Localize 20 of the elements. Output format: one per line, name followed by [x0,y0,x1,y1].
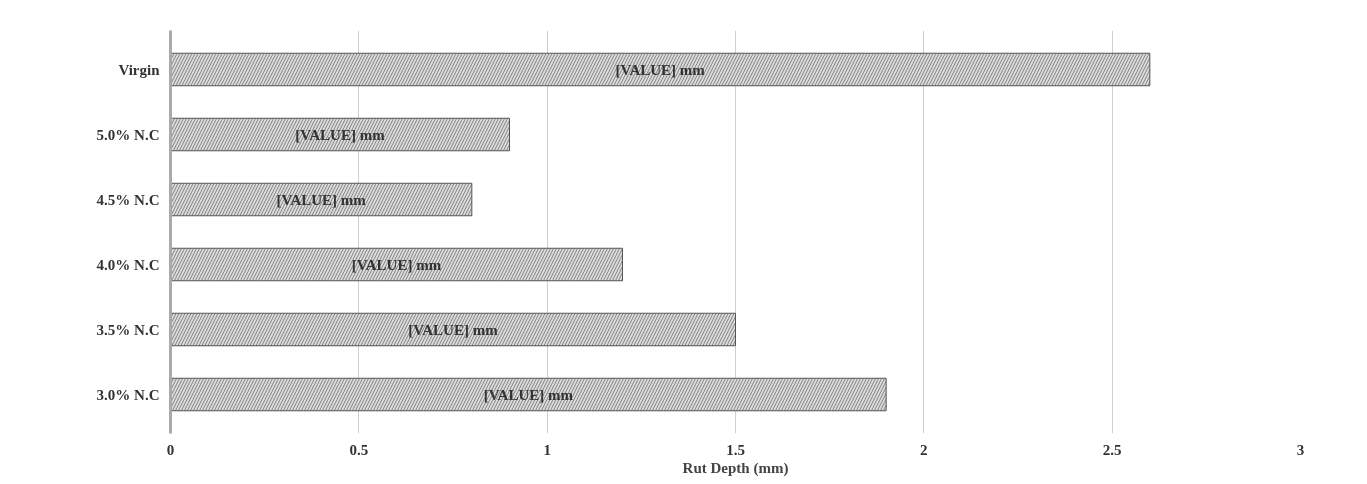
x-tick-label: 0.5 [349,441,369,458]
data-label: [VALUE] mm [615,61,706,78]
y-tick-label: 4.0% N.C [96,256,160,273]
y-tick-label: 3.0% N.C [96,386,160,403]
x-tick-label: 3 [1296,441,1305,458]
data-label: [VALUE] mm [351,256,442,273]
data-label: [VALUE] mm [276,191,367,208]
x-axis-title: Rut Depth (mm) [682,459,789,477]
x-tick-label: 1.5 [726,441,745,458]
data-label: [VALUE] mm [408,321,499,338]
data-label: [VALUE] mm [483,386,574,403]
x-tick-label: 1 [543,441,551,458]
y-tick-label: 5.0% N.C [96,126,160,143]
y-tick-label: 4.5% N.C [96,191,160,208]
y-tick-label: Virgin [118,61,161,78]
x-tick-label: 2 [920,441,928,458]
y-tick-label: 3.5% N.C [96,321,160,338]
x-tick-label: 0 [166,441,175,458]
x-tick-label: 2.5 [1102,441,1122,458]
data-label: [VALUE] mm [295,126,386,143]
